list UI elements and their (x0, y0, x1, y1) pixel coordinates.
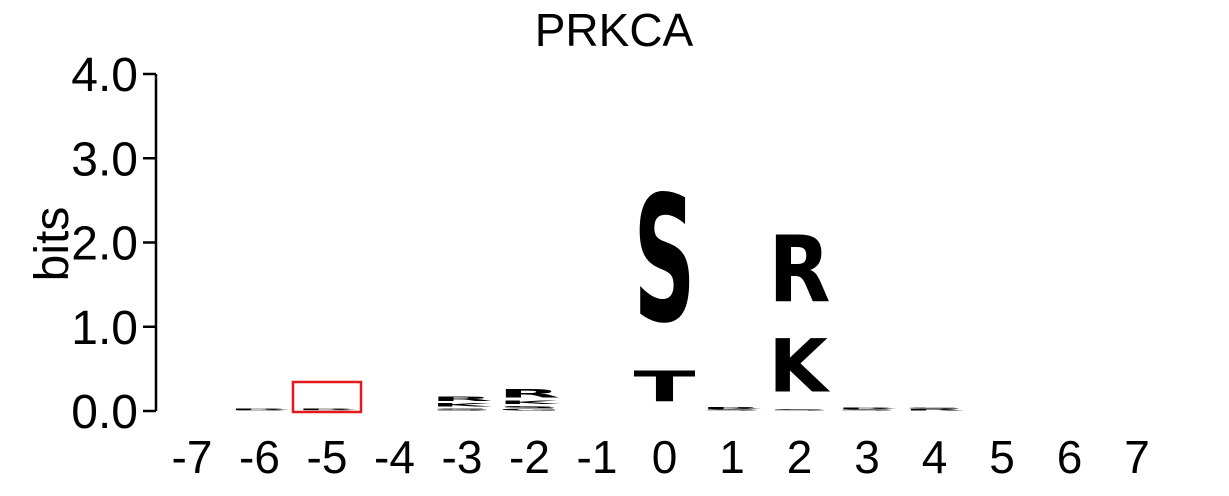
x-tick-label: -5 (307, 431, 348, 483)
y-tick-label: 1.0 (71, 302, 138, 355)
logo-letter-S: S (769, 409, 831, 411)
x-tick-label: -1 (577, 431, 618, 483)
logo-letter-R: R (904, 409, 966, 411)
x-tick-label: -6 (239, 431, 280, 483)
logo-letter-S: S (296, 410, 358, 411)
y-tick-label: 3.0 (71, 133, 138, 186)
y-tick-label: 4.0 (71, 49, 138, 102)
x-axis-tick-labels: -7 -6 -5 -4 -3 -2 -1 0 1 2 3 4 5 6 7 (172, 431, 1150, 483)
logo-letter-S: S (634, 159, 696, 362)
logo-letter-R: R (296, 408, 358, 410)
logo-letter-K: K (431, 403, 493, 408)
x-tick-label: 2 (787, 431, 813, 483)
logo-letter-R: R (499, 387, 561, 400)
logo-letter-R: R (701, 407, 763, 410)
logo-letter-R: R (769, 217, 831, 324)
x-tick-label: -4 (374, 431, 415, 483)
logo-letter-S: S (904, 408, 966, 410)
x-tick-label: 1 (719, 431, 745, 483)
logo-letter-S: S (836, 409, 898, 411)
x-tick-label: 7 (1124, 431, 1150, 483)
y-axis-label: bits (26, 207, 79, 282)
x-tick-label: -2 (509, 431, 550, 483)
logo-letter-K: K (499, 400, 561, 405)
logo-letter-R: R (836, 408, 898, 410)
y-tick-label: 2.0 (71, 218, 138, 271)
logo-letter-T: T (634, 362, 696, 411)
logo-letter-G: G (499, 408, 561, 411)
logo-letter-S: S (701, 409, 763, 411)
x-tick-label: -3 (442, 431, 483, 483)
x-tick-label: 6 (1057, 431, 1083, 483)
y-tick-label: 0.0 (71, 386, 138, 439)
logo-letter-S: S (431, 408, 493, 411)
y-axis-ticks: 0.0 1.0 2.0 3.0 4.0 (71, 49, 156, 439)
logo-letter-S: S (499, 405, 561, 408)
x-tick-label: 5 (989, 431, 1015, 483)
x-tick-label: 4 (922, 431, 948, 483)
chart-title: PRKCA (535, 4, 694, 56)
highlight-box (291, 380, 363, 414)
logo-letter-S: S (229, 410, 291, 411)
x-tick-label: -7 (172, 431, 213, 483)
x-tick-label: 0 (652, 431, 678, 483)
x-tick-label: 3 (854, 431, 880, 483)
logo-letter-R: R (431, 395, 493, 402)
logo-letter-K: K (769, 323, 831, 409)
logo-letter-R: R (229, 408, 291, 410)
